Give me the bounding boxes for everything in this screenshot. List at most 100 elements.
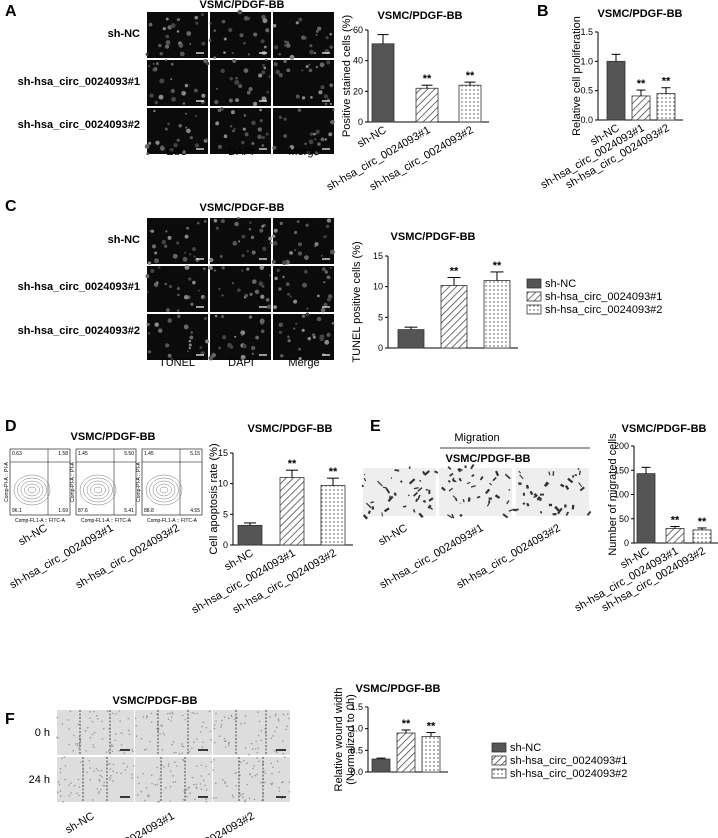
cell: [256, 757, 259, 759]
cell: [331, 321, 335, 325]
cell: [309, 49, 314, 55]
cell: [263, 45, 267, 49]
cell: [250, 345, 256, 351]
cell: [215, 712, 217, 715]
cell: [257, 127, 262, 132]
cell: [177, 293, 180, 297]
cell: [278, 786, 280, 789]
cell: [131, 777, 133, 779]
cell: [67, 719, 70, 721]
y-axis-label: (Normalized to 0h): [345, 694, 357, 784]
cell: [298, 17, 303, 22]
cell: [309, 44, 313, 48]
cell: [167, 318, 173, 323]
y-tick-label: 0: [223, 540, 228, 550]
cell: [205, 798, 207, 801]
cell: [142, 716, 145, 718]
cell: [181, 90, 187, 96]
cell: [172, 781, 175, 783]
cell: [153, 109, 156, 113]
cell: [196, 787, 198, 790]
bar: [606, 60, 626, 121]
row-label: sh-hsa_circ_0024093#1: [18, 281, 140, 293]
cell: [272, 145, 277, 150]
cell: [289, 145, 295, 150]
cell: [326, 60, 331, 65]
cell: [264, 58, 268, 62]
cell: [283, 117, 287, 121]
cell: [202, 721, 205, 724]
error-bar: [376, 757, 386, 759]
cell: [78, 794, 80, 797]
cell: [280, 781, 283, 784]
cell: [175, 751, 177, 754]
cell: [288, 790, 291, 793]
image: [144, 108, 208, 156]
quadrant-value: 5.50: [124, 451, 134, 457]
cell: [194, 143, 200, 148]
y-tick-label: 1.5: [580, 27, 593, 37]
cell: [142, 772, 145, 775]
cell: [154, 251, 158, 255]
cell: [196, 738, 198, 740]
cell: [278, 790, 281, 792]
cell: [213, 29, 216, 32]
cell: [93, 746, 95, 748]
cell: [182, 759, 185, 762]
cell: [127, 717, 130, 720]
contour: [152, 480, 176, 500]
cell: [205, 789, 208, 791]
cell: [257, 711, 259, 713]
cell: [278, 287, 282, 291]
error-bar: [377, 34, 389, 44]
cell: [220, 68, 225, 74]
image: [147, 218, 208, 265]
cell: [223, 37, 227, 41]
cell: [413, 487, 419, 490]
cell: [241, 140, 245, 145]
cell: [412, 509, 416, 513]
image: [209, 216, 272, 264]
bar: [656, 93, 676, 121]
cell: [506, 500, 510, 505]
cell: [146, 290, 149, 293]
cell: [221, 266, 225, 270]
cell: [232, 129, 235, 133]
cell: [323, 94, 328, 99]
cell: [295, 21, 299, 25]
cell: [128, 733, 131, 736]
cell: [170, 720, 173, 722]
cell: [246, 90, 251, 95]
cell: [186, 31, 192, 36]
cell: [274, 730, 276, 733]
chart-title: VSMC/PDGF-BB: [248, 423, 333, 435]
significance: **: [493, 260, 502, 272]
contour: [86, 480, 110, 500]
cell: [250, 742, 253, 745]
cell: [147, 350, 152, 354]
cell: [68, 728, 70, 730]
cell: [271, 782, 274, 784]
cell: [101, 776, 103, 778]
cell: [176, 18, 181, 22]
cell: [59, 795, 62, 797]
cell: [232, 58, 237, 64]
cell: [169, 785, 172, 788]
cell: [251, 748, 254, 750]
cell: [228, 741, 231, 744]
cell: [271, 259, 276, 264]
cell: [282, 275, 285, 279]
image-bg: [210, 60, 271, 106]
cell: [205, 765, 207, 768]
y-tick-label: 5: [223, 509, 228, 519]
cell: [61, 723, 64, 725]
image: [273, 266, 334, 313]
cell: [415, 498, 419, 503]
cell: [242, 793, 244, 795]
cell: [363, 473, 366, 476]
cell: [110, 743, 113, 746]
cell: [178, 43, 184, 48]
cell: [525, 484, 530, 489]
cell: [253, 32, 258, 37]
cell: [239, 761, 242, 764]
